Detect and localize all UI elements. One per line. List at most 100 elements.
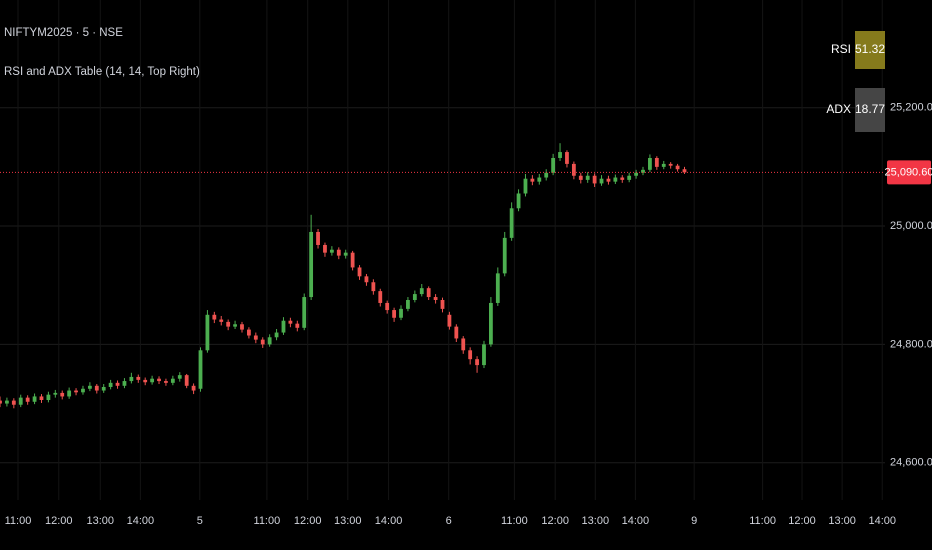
candle-body [67,390,72,397]
candle-body [530,178,535,182]
indicator-cell [855,88,885,132]
candle-body [157,378,161,382]
y-tick-label: 24,600.00 [890,457,932,469]
candle-body [537,177,542,182]
overlay: 24,600.00 24,800.00 25,000.00 25,200.00 11:0… [0,31,932,527]
candle-body [350,252,355,268]
candle-body [571,163,576,176]
x-tick-label: 11:00 [254,515,281,527]
candle-body [509,208,514,238]
candle-body [558,152,562,158]
x-tick-label: 13:00 [582,515,610,527]
candle-body [170,378,175,383]
x-tick-label: 9 [691,515,697,527]
candle-body [606,178,611,182]
candle-body [191,385,196,391]
candle-body [419,288,424,295]
candle-body [661,163,666,167]
candle-body [565,152,569,164]
y-tick-label: 25,000.00 [890,220,932,232]
candle-body [53,392,58,395]
candle-body [74,390,78,393]
candle-body [108,382,113,387]
candle-body [412,294,417,300]
indicator-cell [855,31,885,69]
candle-body [426,288,431,298]
candle-body [592,175,597,184]
candle-body [516,193,521,209]
x-tick-label: 6 [446,515,452,527]
candle-body [468,350,473,360]
candle-body [399,308,403,318]
x-tick-label: 5 [197,515,203,527]
candle-body [433,297,438,300]
candle-body [46,394,51,400]
candle-body [274,332,279,338]
candle-body [648,157,652,170]
indicator-label: RSI and ADX Table (14, 14, Top Right) [4,66,200,78]
candle-body [641,169,645,173]
candle-body [212,314,217,320]
last-price-box [887,160,931,185]
candle-body [675,165,680,170]
candle-body [440,300,445,309]
candle-body [668,163,673,166]
x-tick-label: 12:00 [788,515,816,527]
x-tick-label: 12:00 [294,515,322,527]
candle-body [343,252,348,256]
candle-body [475,359,479,366]
candle-body [281,320,286,333]
candle-body [316,231,320,245]
candle-body [39,396,44,400]
candle-body [323,244,327,253]
candle-body [240,324,244,330]
y-tick-label: 25,200.00 [890,102,932,114]
candle-body [247,329,251,336]
candle-body [371,282,376,292]
plot-area [0,143,687,409]
candle-body [488,302,493,345]
candle-body [267,337,272,345]
candle-body [11,400,16,405]
candle-body [599,178,604,184]
candle-body [627,175,632,180]
candle-body [177,375,182,379]
candle-body [25,397,30,402]
x-tick-label: 13:00 [828,515,856,527]
candle-body [613,177,618,182]
indicator-name: RSI [831,42,851,56]
candle-body [101,386,106,391]
candle-body [378,291,383,303]
x-tick-label: 12:00 [541,515,569,527]
candle-body [150,378,155,383]
candle-body [406,300,410,309]
x-tick-label: 14:00 [127,515,155,527]
candle-body [136,376,141,380]
candle-body [32,396,37,402]
candle-body [198,350,203,389]
x-tick-label: 11:00 [501,515,528,527]
x-tick-label: 14:00 [868,515,896,527]
candle-body [143,379,148,383]
chart-title: NIFTYM2025 · 5 · NSE [4,27,123,39]
candle-body [357,267,362,277]
candle-body [87,385,92,389]
candle-body [164,381,168,383]
candle-body [94,385,99,391]
x-tick-label: 14:00 [622,515,650,527]
x-tick-label: 13:00 [334,515,362,527]
candle-body [219,319,224,322]
indicator-value: 51.32 [855,42,885,56]
candle-body [461,338,466,351]
candle-body [184,375,189,386]
y-tick-label: 24,800.00 [890,338,932,350]
candle-body [309,231,314,298]
candle-body [682,169,687,173]
candle-body [385,302,390,311]
candle-body [302,297,307,328]
x-tick-label: 13:00 [86,515,114,527]
candle-body [18,397,23,405]
